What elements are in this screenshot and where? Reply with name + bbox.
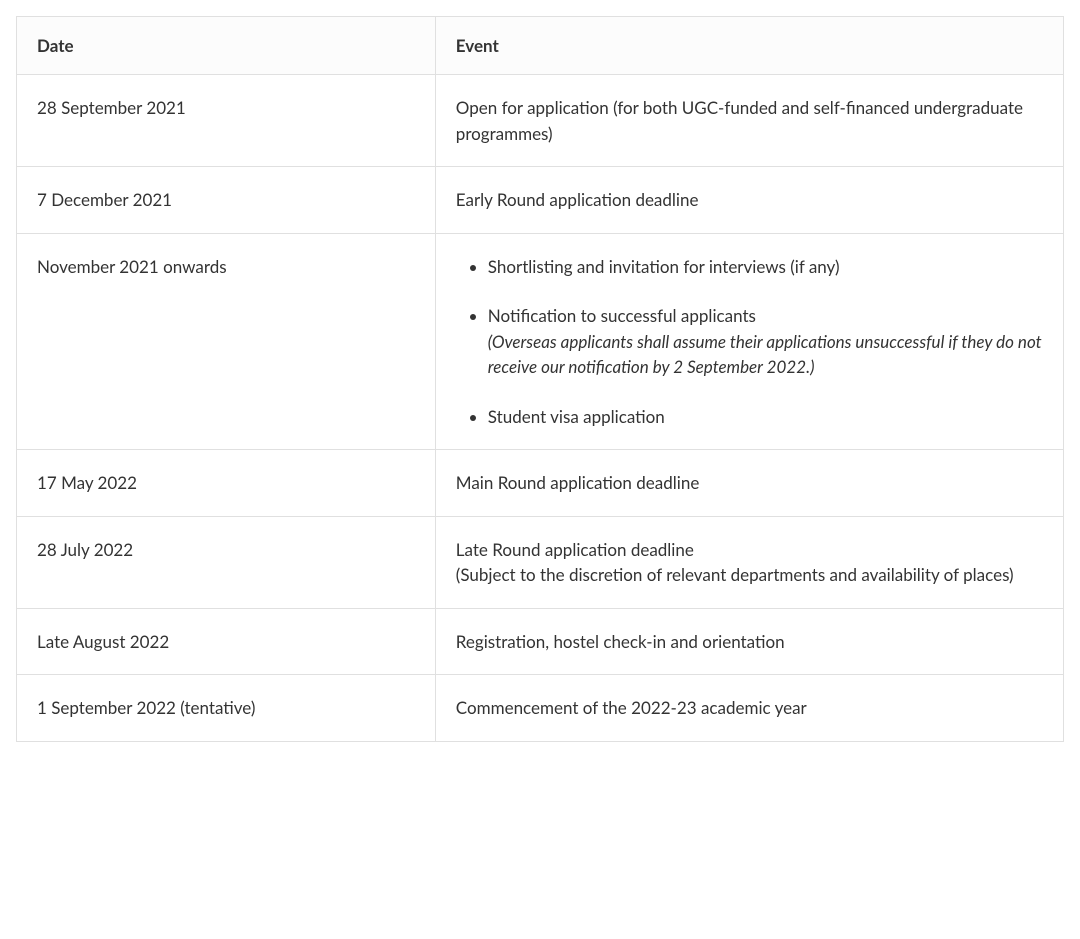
event-item-note: (Overseas applicants shall assume their … <box>488 331 1042 378</box>
event-item-text: Shortlisting and invitation for intervie… <box>488 256 840 277</box>
event-cell: Main Round application deadline <box>435 450 1063 517</box>
event-line: Late Round application deadline <box>456 539 694 560</box>
table-row: 1 September 2022 (tentative)Commencement… <box>17 675 1064 742</box>
table-row: November 2021 onwards Shortlisting and in… <box>17 233 1064 450</box>
table-body: 28 September 2021Open for application (f… <box>17 75 1064 742</box>
table-row: 7 December 2021Early Round application d… <box>17 167 1064 234</box>
date-cell: 28 July 2022 <box>17 516 436 608</box>
event-cell: Open for application (for both UGC-funde… <box>435 75 1063 167</box>
schedule-table: Date Event 28 September 2021Open for app… <box>16 16 1064 742</box>
table-header: Date Event <box>17 17 1064 75</box>
event-cell: Registration, hostel check-in and orient… <box>435 608 1063 675</box>
event-cell: Late Round application deadline (Subject … <box>435 516 1063 608</box>
event-line: (Subject to the discretion of relevant d… <box>456 564 1014 585</box>
date-cell: 28 September 2021 <box>17 75 436 167</box>
event-list-item: Notification to successful applicants (Ov… <box>488 303 1043 380</box>
date-cell: 17 May 2022 <box>17 450 436 517</box>
table-row: 28 July 2022Late Round application deadl… <box>17 516 1064 608</box>
table-row: Late August 2022Registration, hostel che… <box>17 608 1064 675</box>
table-header-row: Date Event <box>17 17 1064 75</box>
table-row: 17 May 2022Main Round application deadli… <box>17 450 1064 517</box>
event-list: Shortlisting and invitation for intervie… <box>456 254 1043 430</box>
date-cell: 1 September 2022 (tentative) <box>17 675 436 742</box>
date-cell: Late August 2022 <box>17 608 436 675</box>
header-event: Event <box>435 17 1063 75</box>
event-cell: Commencement of the 2022-23 academic yea… <box>435 675 1063 742</box>
header-date: Date <box>17 17 436 75</box>
date-cell: November 2021 onwards <box>17 233 436 450</box>
event-list-item: Student visa application <box>488 404 1043 430</box>
event-cell: Shortlisting and invitation for intervie… <box>435 233 1063 450</box>
date-cell: 7 December 2021 <box>17 167 436 234</box>
event-cell: Early Round application deadline <box>435 167 1063 234</box>
table-row: 28 September 2021Open for application (f… <box>17 75 1064 167</box>
event-item-text: Notification to successful applicants <box>488 305 756 326</box>
event-item-text: Student visa application <box>488 406 665 427</box>
event-list-item: Shortlisting and invitation for intervie… <box>488 254 1043 280</box>
